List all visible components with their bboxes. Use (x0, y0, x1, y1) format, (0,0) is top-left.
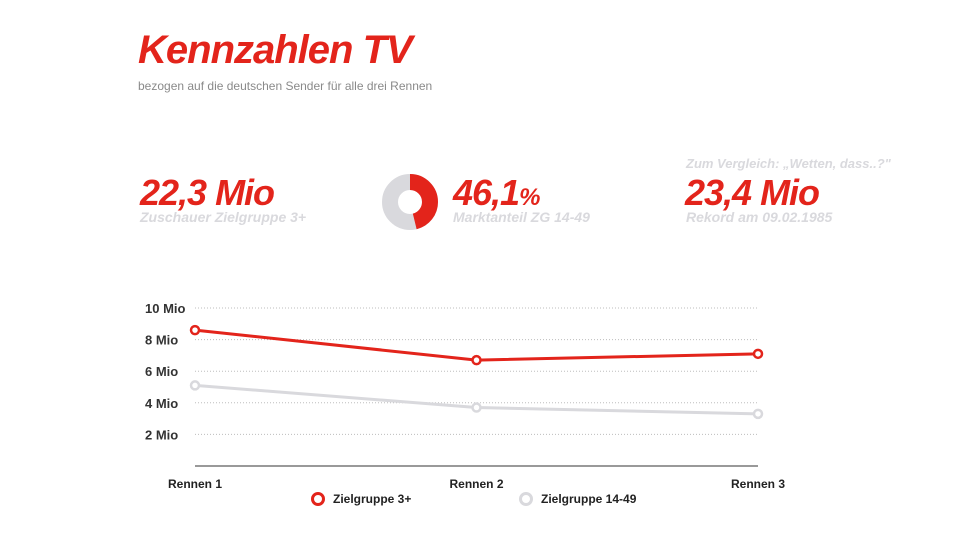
data-point (752, 408, 764, 420)
y-tick-label: 10 Mio (145, 301, 186, 316)
x-tick-label: Rennen 1 (168, 477, 222, 491)
donut-fill (382, 174, 438, 230)
data-point (189, 324, 201, 336)
record-label: Rekord am 09.02.1985 (686, 209, 833, 225)
market-share-label: Marktanteil ZG 14-49 (453, 209, 590, 225)
data-point (189, 380, 201, 391)
data-point (471, 354, 482, 366)
viewers-label: Zuschauer Zielgruppe 3+ (140, 209, 307, 225)
market-share-number: 46,1 (453, 172, 520, 213)
record-value: 23,4 Mio (685, 172, 820, 213)
legend-marker (311, 492, 325, 506)
y-tick-label: 6 Mio (145, 364, 178, 379)
y-tick-label: 4 Mio (145, 396, 178, 411)
legend-label: Zielgruppe 14-49 (541, 492, 637, 506)
y-tick-label: 8 Mio (145, 333, 178, 348)
page-title: Kennzahlen TV (138, 28, 413, 72)
x-tick-label: Rennen 2 (449, 477, 503, 491)
data-point (752, 348, 764, 360)
comparison-prelabel: Zum Vergleich: „Wetten, dass..?" (686, 156, 891, 171)
page-subtitle: bezogen auf die deutschen Sender für all… (138, 79, 433, 93)
y-tick-label: 2 Mio (145, 427, 178, 442)
legend-marker (519, 492, 533, 506)
legend-item-zielgruppe-3plus: Zielgruppe 3+ (311, 491, 411, 507)
legend-item-zielgruppe-14-49: Zielgruppe 14-49 (519, 491, 636, 507)
market-share-donut (382, 174, 438, 230)
legend-label: Zielgruppe 3+ (333, 492, 412, 506)
data-point (471, 402, 482, 413)
viewers-value: 22,3 Mio (140, 172, 275, 213)
x-tick-label: Rennen 3 (731, 477, 785, 491)
market-share-value: 46,1% (453, 175, 540, 216)
percent-sign: % (519, 184, 541, 211)
